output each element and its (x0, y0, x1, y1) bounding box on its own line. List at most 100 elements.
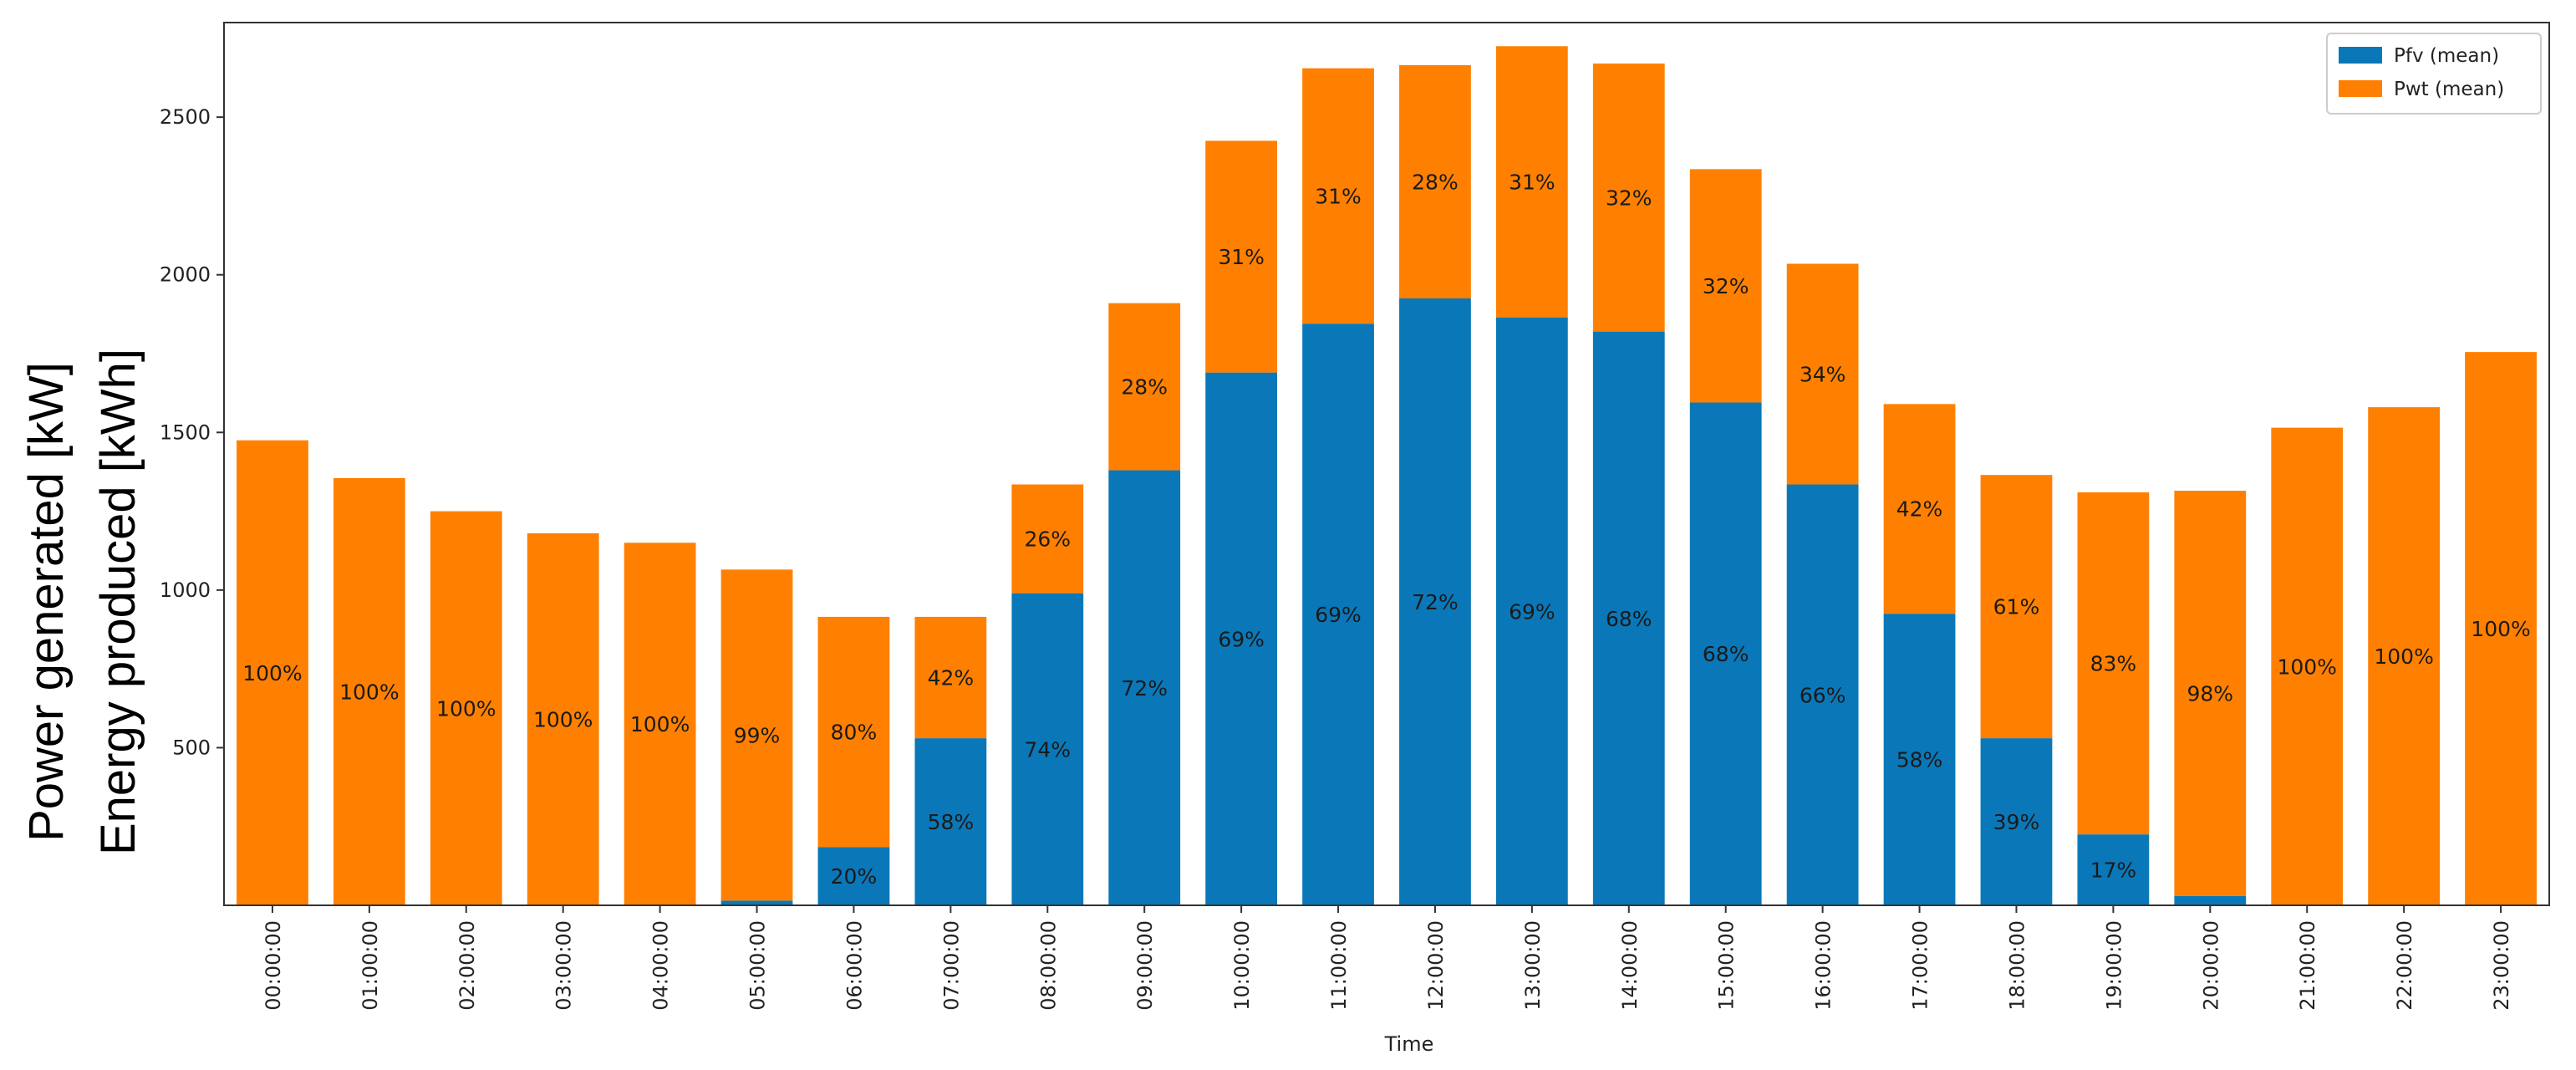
x-tick-label: 23:00:00 (2490, 920, 2513, 1011)
label-pwt-08:00:00: 26% (1025, 527, 1072, 552)
x-tick-label: 20:00:00 (2199, 920, 2222, 1011)
label-pwt-14:00:00: 32% (1606, 186, 1652, 210)
y-tick-label: 1500 (160, 420, 211, 444)
bar-pwt-11:00:00 (1302, 68, 1374, 324)
label-pfv-10:00:00: 69% (1218, 627, 1265, 651)
x-tick-label: 05:00:00 (746, 920, 770, 1011)
bar-pfv-06:00:00 (817, 847, 890, 905)
x-tick-label: 17:00:00 (1909, 920, 1932, 1011)
label-pfv-17:00:00: 58% (1896, 748, 1943, 772)
y-axis-label-line1: Power generated [kW] (19, 362, 74, 842)
x-tick-label: 22:00:00 (2393, 920, 2416, 1011)
x-tick-label: 09:00:00 (1133, 920, 1157, 1011)
bar-pfv-17:00:00 (1883, 614, 1956, 905)
bar-pwt-05:00:00 (720, 569, 793, 901)
x-tick-label: 13:00:00 (1521, 920, 1545, 1011)
bar-pwt-20:00:00 (2174, 491, 2247, 896)
x-axis-label: Time (1384, 1032, 1434, 1056)
label-pfv-08:00:00: 74% (1025, 737, 1072, 762)
bar-pwt-04:00:00 (624, 543, 696, 905)
bar-pwt-10:00:00 (1205, 140, 1278, 373)
label-pwt-20:00:00: 98% (2187, 681, 2234, 706)
bar-pwt-19:00:00 (2077, 492, 2150, 835)
y-tick-label: 2000 (160, 263, 211, 287)
bar-pfv-12:00:00 (1399, 298, 1471, 905)
label-pwt-17:00:00: 42% (1896, 497, 1943, 522)
label-pwt-22:00:00: 100% (2374, 645, 2433, 669)
y-axis-label-line2: Energy produced [kWh] (91, 349, 145, 855)
plot-frame (223, 22, 2550, 906)
bar-pfv-16:00:00 (1786, 484, 1859, 905)
legend-swatch-0 (2339, 47, 2382, 64)
bar-pwt-01:00:00 (333, 477, 405, 905)
label-pfv-15:00:00: 68% (1703, 642, 1749, 666)
bar-pwt-00:00:00 (237, 440, 308, 905)
bar-pwt-06:00:00 (817, 616, 890, 848)
label-pfv-09:00:00: 72% (1121, 676, 1168, 701)
bar-pwt-22:00:00 (2368, 407, 2441, 906)
label-pwt-16:00:00: 34% (1800, 363, 1846, 387)
bars-layer (237, 46, 2537, 906)
bar-pfv-05:00:00 (720, 900, 793, 905)
x-tick-label: 07:00:00 (939, 920, 963, 1011)
label-pwt-05:00:00: 99% (734, 723, 781, 747)
legend-label-0: Pfv (mean) (2394, 45, 2499, 67)
bar-pfv-18:00:00 (1980, 738, 2053, 905)
label-pwt-10:00:00: 31% (1218, 245, 1265, 269)
x-tick-label: 03:00:00 (552, 920, 576, 1011)
bar-pfv-10:00:00 (1205, 372, 1278, 906)
legend: Pfv (mean) Pwt (mean) (2326, 33, 2542, 115)
label-pwt-06:00:00: 80% (831, 721, 878, 745)
label-pwt-13:00:00: 31% (1509, 170, 1555, 194)
bar-pwt-14:00:00 (1592, 64, 1665, 332)
x-axis: 00:00:00 01:00:00 02:00:00 03:00:00 04:00:00… (262, 905, 2513, 1011)
x-tick-label: 18:00:00 (2005, 920, 2029, 1011)
label-pfv-13:00:00: 69% (1509, 599, 1555, 624)
label-pwt-23:00:00: 100% (2471, 617, 2530, 641)
x-tick-label: 19:00:00 (2102, 920, 2125, 1011)
label-pfv-07:00:00: 58% (928, 810, 975, 834)
label-pwt-09:00:00: 28% (1121, 375, 1168, 400)
label-pfv-11:00:00: 69% (1315, 603, 1362, 627)
x-tick-label: 10:00:00 (1230, 920, 1254, 1011)
x-tick-label: 01:00:00 (359, 920, 382, 1011)
label-pfv-14:00:00: 68% (1606, 607, 1652, 631)
legend-swatch-1 (2339, 80, 2382, 97)
label-pwt-12:00:00: 28% (1412, 170, 1459, 194)
bar-pwt-08:00:00 (1011, 484, 1084, 594)
label-pwt-15:00:00: 32% (1703, 274, 1749, 298)
y-tick-label: 1000 (160, 578, 211, 602)
label-pwt-02:00:00: 100% (436, 696, 496, 721)
label-pfv-16:00:00: 66% (1800, 683, 1846, 707)
x-tick-label: 15:00:00 (1715, 920, 1739, 1011)
bar-pfv-13:00:00 (1495, 317, 1568, 906)
label-pwt-03:00:00: 100% (533, 707, 593, 731)
x-tick-label: 16:00:00 (1812, 920, 1835, 1011)
label-pwt-19:00:00: 83% (2090, 652, 2137, 676)
bar-pfv-14:00:00 (1592, 331, 1665, 906)
y-axis-label-group: Power generated [kW] Energy produced [kW… (19, 349, 145, 855)
bar-pfv-15:00:00 (1689, 402, 1762, 905)
label-pwt-21:00:00: 100% (2277, 655, 2336, 679)
bar-pwt-03:00:00 (527, 532, 599, 905)
bar-pfv-08:00:00 (1011, 593, 1084, 905)
x-tick-label: 08:00:00 (1036, 920, 1060, 1011)
bar-pfv-20:00:00 (2174, 895, 2247, 905)
label-pwt-11:00:00: 31% (1315, 184, 1362, 208)
x-tick-label: 06:00:00 (843, 920, 866, 1011)
percent-labels-layer: 100% 100% 100% 100% 100% 99% 20% 80% 58% 42% 74% 26… (242, 170, 2531, 889)
label-pwt-01:00:00: 100% (339, 680, 399, 704)
x-tick-label: 11:00:00 (1327, 920, 1351, 1011)
bar-pfv-19:00:00 (2077, 834, 2150, 905)
bar-pwt-07:00:00 (914, 616, 987, 739)
label-pfv-19:00:00: 17% (2090, 859, 2137, 883)
label-pwt-07:00:00: 42% (928, 666, 975, 690)
bar-pfv-07:00:00 (914, 738, 987, 905)
y-axis: 500 1000 1500 2000 2500 (160, 105, 224, 759)
label-pwt-00:00:00: 100% (242, 661, 302, 685)
bar-pwt-09:00:00 (1108, 303, 1181, 471)
bar-pwt-16:00:00 (1786, 263, 1859, 485)
bar-pfv-11:00:00 (1302, 324, 1374, 906)
bar-pwt-17:00:00 (1883, 404, 1956, 614)
legend-label-1: Pwt (mean) (2394, 79, 2504, 100)
